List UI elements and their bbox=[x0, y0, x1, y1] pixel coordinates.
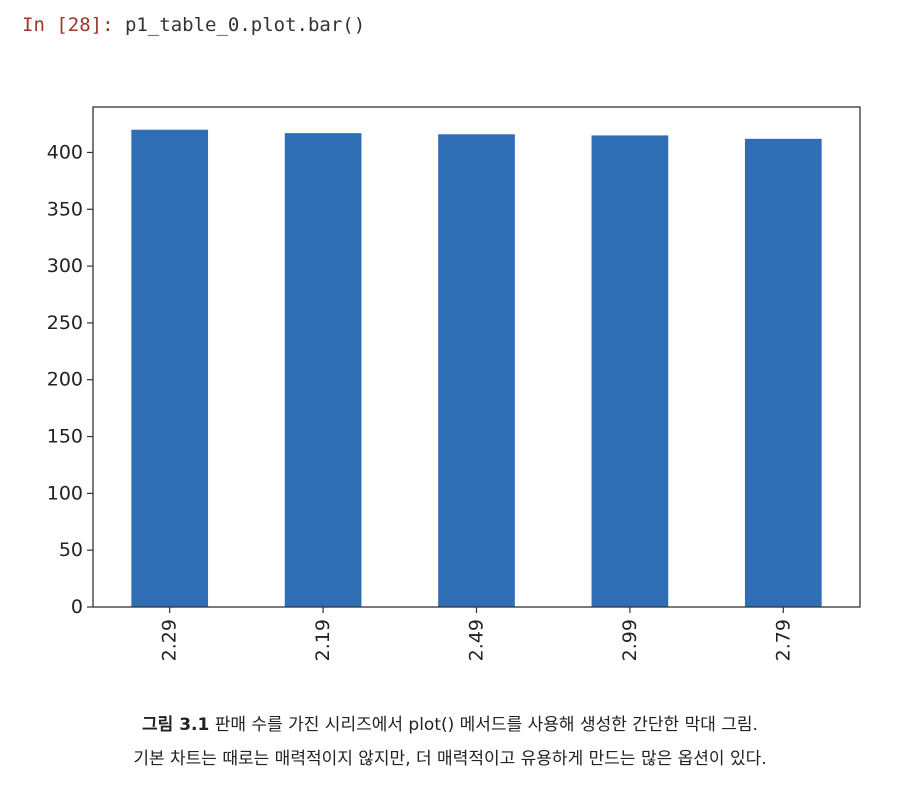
cell-prompt: In [28]: bbox=[22, 14, 114, 36]
x-tick-label: 2.29 bbox=[159, 619, 181, 661]
x-tick-label: 2.99 bbox=[619, 619, 641, 661]
y-tick-label: 150 bbox=[47, 426, 83, 448]
bar-2.99 bbox=[591, 135, 669, 607]
x-axis: 2.29 2.19 2.49 2.99 2.79 bbox=[159, 607, 794, 661]
figure-caption-line-1: 그림 3.1 판매 수를 가진 시리즈에서 plot() 메서드를 사용해 생성… bbox=[0, 710, 900, 735]
caption-text-1: 판매 수를 가진 시리즈에서 plot() 메서드를 사용해 생성한 간단한 막… bbox=[214, 715, 758, 735]
bar-2.79 bbox=[744, 138, 822, 607]
x-tick-label: 2.19 bbox=[312, 619, 334, 661]
x-tick-label: 2.79 bbox=[772, 619, 794, 661]
y-tick-label: 400 bbox=[47, 141, 83, 163]
y-tick-label: 0 bbox=[71, 596, 83, 618]
bar-2.49 bbox=[438, 134, 515, 608]
bar-2.29 bbox=[131, 129, 209, 607]
y-tick-label: 100 bbox=[47, 482, 83, 504]
code-cell: In [28]: p1_table_0.plot.bar() bbox=[22, 14, 365, 36]
cell-code: p1_table_0.plot.bar() bbox=[124, 14, 366, 36]
y-tick-label: 350 bbox=[47, 198, 83, 220]
bar-2.19 bbox=[284, 133, 362, 608]
bar-chart: 0 50 100 150 200 250 300 350 400 2.29 2.19 2.49 2.9… bbox=[47, 106, 861, 661]
y-tick-label: 200 bbox=[47, 369, 83, 391]
x-tick-label: 2.49 bbox=[466, 619, 488, 661]
figure-caption-line-2: 기본 차트는 때로는 매력적이지 않지만, 더 매력적이고 유용하게 만드는 많… bbox=[133, 749, 767, 769]
bars-group bbox=[131, 129, 822, 608]
y-axis: 0 50 100 150 200 250 300 350 400 bbox=[47, 141, 93, 618]
y-tick-label: 300 bbox=[47, 255, 83, 277]
y-tick-label: 50 bbox=[59, 539, 83, 561]
figure-number: 그림 3.1 bbox=[142, 715, 210, 735]
y-tick-label: 250 bbox=[47, 312, 83, 334]
axes-frame bbox=[92, 106, 861, 608]
